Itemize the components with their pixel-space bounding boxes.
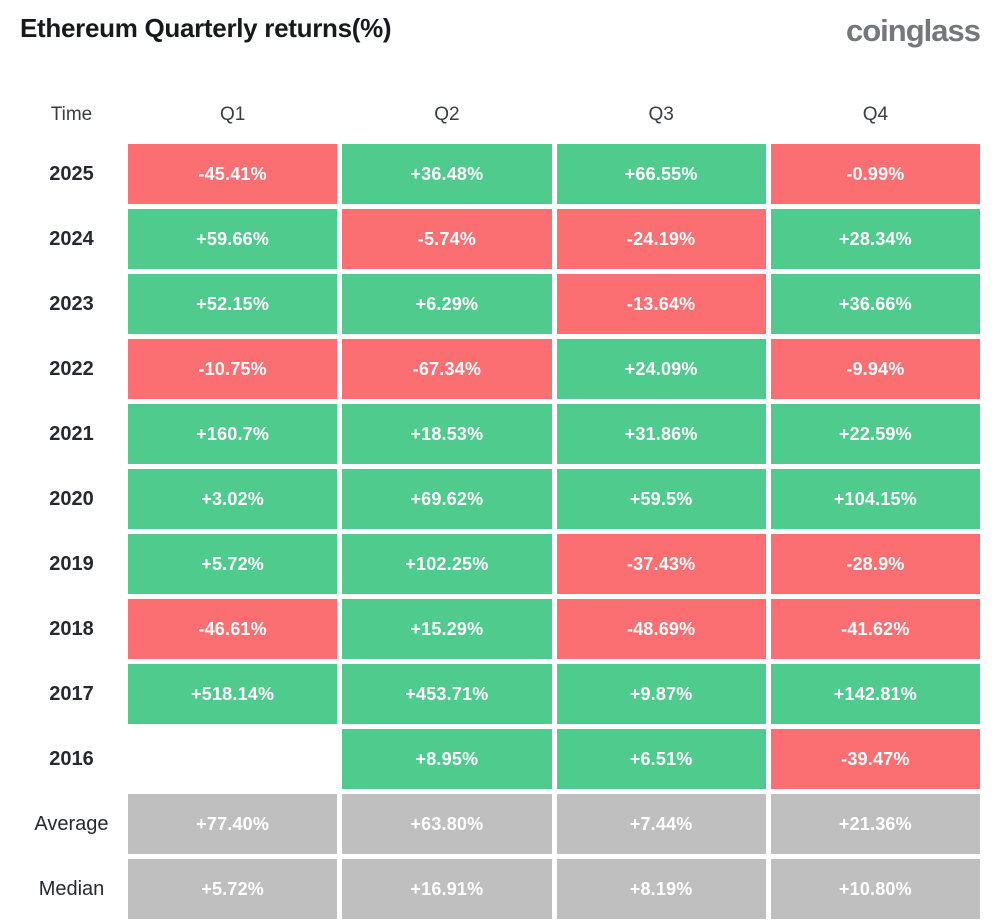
header-bar: Ethereum Quarterly returns(%) coinglass [20,0,981,60]
row-label: 2023 [49,292,94,315]
return-cell: +8.19% [556,859,766,919]
table-row: 2023 +52.15% +6.29% -13.64% +36.66% [20,274,980,334]
return-cell: -48.69% [556,599,766,659]
row-label: 2025 [49,162,94,185]
return-cell: +52.15% [128,274,338,334]
table-row: 2018 -46.61% +15.29% -48.69% -41.62% [20,599,980,659]
table-row: 2024 +59.66% -5.74% -24.19% +28.34% [20,209,980,269]
coinglass-logo: coinglass [846,13,981,48]
return-cell: +3.02% [128,469,338,529]
return-cell: +160.7% [128,404,338,464]
return-cell: +6.51% [556,729,766,789]
table-row: 2021 +160.7% +18.53% +31.86% +22.59% [20,404,980,464]
return-cell: +21.36% [770,794,980,854]
return-cell: -39.47% [770,729,980,789]
table-row: Median +5.72% +16.91% +8.19% +10.80% [20,859,980,919]
row-label: 2024 [49,227,94,250]
column-header-q2: Q2 [434,104,460,125]
return-cell: -24.19% [556,209,766,269]
return-cell: +69.62% [342,469,552,529]
empty-cell [128,729,337,789]
return-cell: +66.55% [556,144,766,204]
return-cell: +6.29% [342,274,552,334]
column-header-time: Time [50,104,93,125]
return-cell: -67.34% [342,339,552,399]
return-cell: +59.66% [128,209,338,269]
page-title: Ethereum Quarterly returns(%) [20,13,392,43]
table-row: 2022 -10.75% -67.34% +24.09% -9.94% [20,339,980,399]
table-row: 2016 +8.95% +6.51% -39.47% [20,729,980,789]
return-cell: +8.95% [342,729,552,789]
return-cell: +28.34% [770,209,980,269]
row-label: 2016 [49,747,94,770]
column-header-q1: Q1 [219,104,246,125]
return-cell: +15.29% [342,599,552,659]
return-cell: -5.74% [342,209,552,269]
return-cell: +10.80% [770,859,980,919]
table-row: 2020 +3.02% +69.62% +59.5% +104.15% [20,469,980,529]
table-row: 2025 -45.41% +36.48% +66.55% -0.99% [20,144,980,204]
row-label: 2017 [49,682,94,705]
return-cell: +518.14% [128,664,338,724]
return-cell: +5.72% [128,859,338,919]
return-cell: +63.80% [342,794,552,854]
return-cell: +77.40% [128,794,338,854]
table-row: 2019 +5.72% +102.25% -37.43% -28.9% [20,534,980,594]
return-cell: -41.62% [770,599,980,659]
return-cell: +16.91% [342,859,552,919]
return-cell: -28.9% [770,534,980,594]
column-header-q4: Q4 [862,104,889,125]
return-cell: -45.41% [128,144,338,204]
row-label: 2022 [49,357,94,380]
row-label: Average [34,812,109,835]
return-cell: -37.43% [556,534,766,594]
return-cell: +59.5% [556,469,766,529]
return-cell: +22.59% [770,404,980,464]
return-cell: +24.09% [556,339,766,399]
row-label: Median [38,877,105,900]
row-label: 2020 [49,487,94,510]
row-label: 2019 [49,552,94,575]
row-label: 2021 [49,422,94,445]
return-cell: +7.44% [556,794,766,854]
table-row: 2017 +518.14% +453.71% +9.87% +142.81% [20,664,980,724]
return-cell: +104.15% [770,469,980,529]
return-cell: -0.99% [770,144,980,204]
return-cell: +9.87% [556,664,766,724]
row-label: 2018 [49,617,94,640]
return-cell: +36.48% [342,144,552,204]
column-header-q3: Q3 [648,104,674,125]
return-cell: +102.25% [342,534,552,594]
return-cell: +31.86% [556,404,766,464]
table-body: 2025 -45.41% +36.48% +66.55% -0.99% 2024… [20,144,980,919]
return-cell: -9.94% [770,339,980,399]
table-header: Time Q1 Q2 Q3 Q4 [20,102,980,128]
return-cell: +36.66% [770,274,980,334]
return-cell: -46.61% [128,599,338,659]
return-cell: +453.71% [342,664,552,724]
return-cell: +142.81% [770,664,980,724]
table-row: Average +77.40% +63.80% +7.44% +21.36% [20,794,980,854]
return-cell: -10.75% [128,339,338,399]
return-cell: -13.64% [556,274,766,334]
return-cell: +18.53% [342,404,552,464]
return-cell: +5.72% [128,534,338,594]
